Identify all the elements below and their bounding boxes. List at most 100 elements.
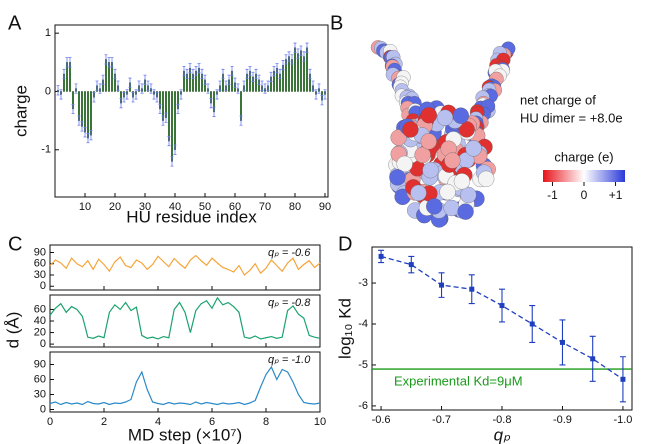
atom <box>453 108 469 124</box>
subplot-annotation: qₚ = -0.8 <box>268 297 311 309</box>
colorbar-tick-label: 0 <box>581 188 588 202</box>
y-tick-label: 30 <box>34 388 46 400</box>
x-tick-label: -0.7 <box>432 414 451 426</box>
error-bar <box>75 84 78 93</box>
error-bar <box>189 63 192 72</box>
bar <box>288 56 290 91</box>
y-axis-label: charge <box>11 85 30 137</box>
colorbar-title: charge (e) <box>554 149 613 164</box>
error-bar <box>195 66 198 75</box>
reference-label: Experimental Kd=9μM <box>394 373 523 388</box>
y-tick-label: 40 <box>34 315 46 327</box>
bar <box>171 91 173 161</box>
error-bar <box>174 145 177 154</box>
subplot-annotation: qₚ = -0.6 <box>268 247 311 259</box>
error-bar <box>267 81 270 90</box>
error-bar <box>87 133 90 142</box>
atom <box>444 200 460 216</box>
y-tick-label: 20 <box>34 326 46 338</box>
error-bar <box>210 98 213 107</box>
error-bar <box>201 69 204 78</box>
x-tick-label: 80 <box>289 201 301 213</box>
error-bar <box>168 136 171 145</box>
colorbar-tick-label: -1 <box>547 188 558 202</box>
error-bar <box>186 69 189 78</box>
error-bar <box>180 90 183 99</box>
y-tick-label: 60 <box>34 373 46 385</box>
marker <box>500 303 505 308</box>
atom <box>389 169 405 185</box>
y-tick-label: -3 <box>358 277 368 289</box>
error-bar <box>255 69 258 78</box>
marker <box>560 340 565 345</box>
marker <box>469 287 474 292</box>
error-bar <box>96 81 99 90</box>
error-bar <box>303 52 306 61</box>
error-bar <box>261 81 264 90</box>
error-bar <box>240 116 243 125</box>
marker <box>620 377 625 382</box>
error-bar <box>276 63 279 72</box>
error-bar <box>237 84 240 93</box>
error-bar <box>177 104 180 113</box>
plot-frame <box>55 25 328 197</box>
error-bar <box>105 55 108 64</box>
bar <box>84 91 86 132</box>
error-bar <box>138 81 141 90</box>
marker <box>530 321 535 326</box>
error-bar <box>84 128 87 137</box>
error-bar <box>90 131 93 140</box>
error-bar <box>144 75 147 84</box>
y-axis-label: log₁₀ Kd <box>335 298 354 359</box>
error-bar <box>57 86 60 95</box>
error-bar <box>171 157 174 166</box>
error-bar <box>324 90 327 99</box>
atom <box>458 204 474 220</box>
x-tick-label: 70 <box>259 201 271 213</box>
error-bar <box>123 93 126 102</box>
error-bar <box>270 72 273 81</box>
y-tick-label: 0 <box>40 338 46 350</box>
x-tick-label: 2 <box>101 416 107 428</box>
y-tick-label: -6 <box>358 400 368 412</box>
y-tick-label: 0 <box>45 85 51 97</box>
panel-letter: B <box>330 12 343 34</box>
x-tick-label: 90 <box>319 201 331 213</box>
bar <box>297 54 299 92</box>
error-bar <box>117 81 120 90</box>
error-bar <box>141 84 144 93</box>
y-tick-label: 60 <box>34 258 46 270</box>
error-bar <box>69 58 72 67</box>
y-tick-label: 90 <box>34 246 46 258</box>
x-tick-label: 10 <box>314 416 326 428</box>
y-tick-label: 30 <box>34 269 46 281</box>
error-bar <box>291 55 294 64</box>
error-bar <box>321 96 324 105</box>
y-axis-label: d (Å) <box>3 312 22 349</box>
x-tick-label: 0 <box>47 416 53 428</box>
error-bar <box>63 69 66 78</box>
bar <box>81 91 83 126</box>
error-bar <box>129 78 132 87</box>
error-bar <box>60 90 63 99</box>
panel-letter: A <box>8 12 22 34</box>
atom <box>421 133 437 149</box>
colorbar-tick-label: +1 <box>609 188 623 202</box>
error-bar <box>273 66 276 75</box>
error-bar <box>159 104 162 113</box>
error-bar <box>225 81 228 90</box>
y-tick-label: 1 <box>45 27 51 39</box>
error-bar <box>204 75 207 84</box>
atom <box>426 198 442 214</box>
marker <box>439 283 444 288</box>
error-bar <box>81 122 84 131</box>
error-bar <box>111 58 114 67</box>
annotation: net charge of <box>520 92 596 107</box>
error-bar <box>231 66 234 75</box>
error-bar <box>249 66 252 75</box>
x-tick-label: -0.9 <box>553 414 572 426</box>
y-tick-label: -4 <box>358 318 368 330</box>
trace <box>50 367 320 405</box>
x-tick-label: 10 <box>79 201 91 213</box>
error-bar <box>108 58 111 67</box>
